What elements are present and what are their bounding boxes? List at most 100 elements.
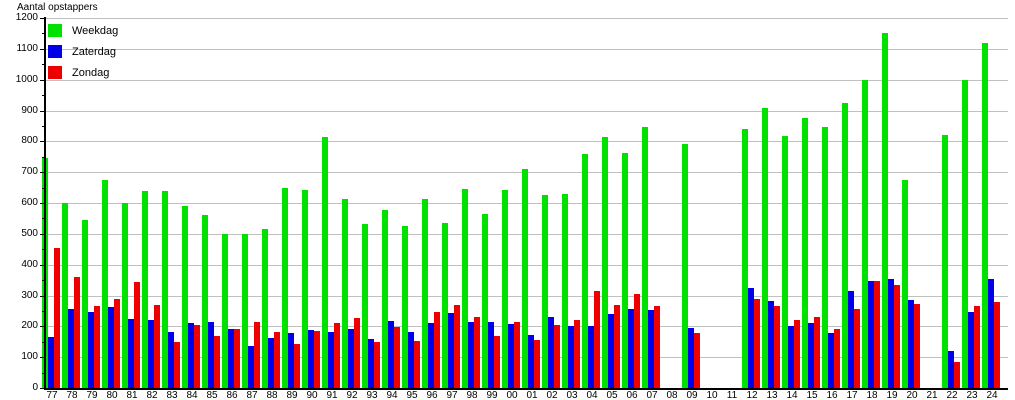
x-axis-label-03: 03: [566, 390, 578, 400]
y-axis-label-1100: 1100: [16, 43, 38, 54]
y-tick-1000: [40, 80, 45, 81]
x-axis-label-81: 81: [126, 390, 138, 400]
bar-zondag-92: [354, 318, 360, 388]
bar-weekdag-03: [562, 194, 568, 388]
bar-weekdag-95: [402, 226, 408, 388]
bar-zondag-82: [154, 305, 160, 388]
bar-zaterdag-01: [528, 335, 534, 388]
bar-zaterdag-98: [468, 322, 474, 388]
x-axis-line: [44, 388, 1008, 390]
y-axis-label-600: 600: [21, 197, 38, 208]
y-tick-300: [40, 296, 45, 297]
bar-zondag-91: [334, 323, 340, 388]
x-axis-label-80: 80: [106, 390, 118, 400]
x-axis-label-06: 06: [626, 390, 638, 400]
x-axis-label-21: 21: [926, 390, 938, 400]
y-tick-1150: [42, 33, 45, 34]
x-axis-label-04: 04: [586, 390, 598, 400]
bar-zaterdag-91: [328, 332, 334, 388]
bar-weekdag-85: [202, 215, 208, 388]
bar-weekdag-82: [142, 191, 148, 388]
bar-weekdag-17: [842, 103, 848, 388]
x-axis-label-16: 16: [826, 390, 838, 400]
bar-weekdag-86: [222, 234, 228, 388]
bar-zaterdag-87: [248, 346, 254, 388]
bar-weekdag-91: [322, 137, 328, 388]
bar-zondag-09: [694, 333, 700, 388]
x-axis-label-05: 05: [606, 390, 618, 400]
x-axis-label-88: 88: [266, 390, 278, 400]
bar-weekdag-96: [422, 199, 428, 388]
y-tick-850: [42, 126, 45, 127]
bar-zondag-05: [614, 305, 620, 388]
y-tick-700: [40, 172, 45, 173]
bar-zaterdag-81: [128, 319, 134, 388]
x-axis-label-19: 19: [886, 390, 898, 400]
bar-zondag-00: [514, 322, 520, 388]
x-axis-label-18: 18: [866, 390, 878, 400]
legend-label-weekdag: Weekdag: [72, 24, 119, 37]
bar-zaterdag-07: [648, 310, 654, 388]
bar-weekdag-13: [762, 108, 768, 388]
x-axis-label-79: 79: [86, 390, 98, 400]
bar-weekdag-22: [942, 135, 948, 388]
bar-zaterdag-90: [308, 330, 314, 388]
y-tick-1200: [40, 18, 45, 19]
gridline-1100: [45, 49, 1008, 50]
x-axis-label-97: 97: [446, 390, 458, 400]
bar-zaterdag-04: [588, 326, 594, 388]
legend-item-zaterdag: Zaterdag: [48, 41, 118, 62]
bar-zondag-95: [414, 341, 420, 388]
bar-zondag-88: [274, 332, 280, 388]
x-axis-label-13: 13: [766, 390, 778, 400]
bar-zondag-16: [834, 329, 840, 388]
legend-swatch-zondag: [48, 66, 62, 79]
bar-zondag-07: [654, 306, 660, 388]
bar-zaterdag-80: [108, 307, 114, 388]
y-tick-550: [42, 218, 45, 219]
y-tick-250: [42, 311, 45, 312]
bar-zaterdag-24: [988, 279, 994, 388]
bar-weekdag-00: [502, 190, 508, 388]
bar-zaterdag-95: [408, 332, 414, 388]
bar-weekdag-04: [582, 154, 588, 388]
legend-label-zaterdag: Zaterdag: [72, 45, 117, 58]
bar-zondag-98: [474, 317, 480, 388]
bar-zondag-17: [854, 309, 860, 388]
bar-weekdag-79: [82, 220, 88, 388]
bar-weekdag-02: [542, 195, 548, 388]
y-axis-label-900: 900: [21, 105, 38, 116]
bar-zaterdag-02: [548, 317, 554, 388]
bar-zaterdag-06: [628, 309, 634, 388]
x-axis-label-20: 20: [906, 390, 918, 400]
y-axis-label-500: 500: [21, 228, 38, 239]
x-axis-label-89: 89: [286, 390, 298, 400]
bar-zaterdag-13: [768, 301, 774, 388]
y-tick-0: [40, 388, 45, 389]
bar-zaterdag-16: [828, 333, 834, 388]
y-axis-label-200: 200: [21, 320, 38, 331]
bar-weekdag-01: [522, 169, 528, 388]
bar-zondag-96: [434, 312, 440, 388]
x-axis-label-08: 08: [666, 390, 678, 400]
bar-weekdag-20: [902, 180, 908, 388]
x-axis-label-92: 92: [346, 390, 358, 400]
x-axis-label-90: 90: [306, 390, 318, 400]
bar-zondag-80: [114, 299, 120, 388]
bar-zondag-83: [174, 342, 180, 388]
bar-zondag-89: [294, 344, 300, 388]
y-tick-600: [40, 203, 45, 204]
bar-zondag-79: [94, 306, 100, 388]
y-tick-1100: [40, 49, 45, 50]
bar-zaterdag-86: [228, 329, 234, 388]
x-axis-label-91: 91: [326, 390, 338, 400]
y-tick-50: [42, 373, 45, 374]
x-axis-label-87: 87: [246, 390, 258, 400]
bar-zondag-23: [974, 306, 980, 388]
bar-zondag-97: [454, 305, 460, 388]
bar-zondag-14: [794, 320, 800, 388]
y-axis-label-300: 300: [21, 290, 38, 301]
bar-zaterdag-84: [188, 323, 194, 388]
y-tick-500: [40, 234, 45, 235]
